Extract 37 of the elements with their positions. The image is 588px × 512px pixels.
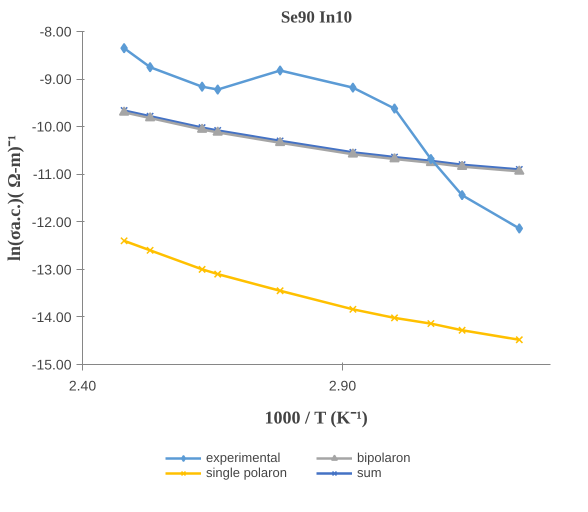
y-tick-label: -10.00 (32, 118, 72, 135)
point (390, 314, 398, 322)
legend-label: sum (357, 465, 383, 480)
point (146, 62, 154, 72)
y-tick-label: -9.00 (40, 71, 72, 88)
point (458, 326, 466, 334)
legend-label: experimental (206, 450, 282, 465)
y-tick-label: -8.00 (40, 24, 72, 40)
point (426, 320, 435, 328)
point (276, 286, 284, 295)
legend-label: single polaron (206, 465, 288, 480)
point (198, 265, 206, 274)
point (276, 65, 284, 76)
point (515, 336, 524, 344)
y-axis-title: ln(σa.c.)( Ω-m)⁻¹ (4, 134, 24, 262)
y-tick-label: -12.00 (32, 214, 72, 230)
y-tick-label: -11.00 (32, 166, 72, 182)
y-tick-label: -13.00 (32, 261, 72, 278)
point (516, 223, 524, 234)
point (214, 270, 222, 278)
point (214, 84, 222, 95)
point (120, 42, 128, 54)
x-tick-label: 2.90 (328, 378, 356, 394)
x-tick-label: 2.40 (68, 378, 96, 394)
point (349, 82, 357, 93)
y-tick-label: -15.00 (32, 356, 72, 372)
point (348, 305, 357, 314)
point (427, 154, 435, 164)
point (120, 236, 128, 245)
x-axis-title: 1000 / T (K⁻¹) (264, 408, 368, 428)
chart-title: Se90 In10 (280, 8, 352, 26)
legend-label: bipolaron (357, 450, 412, 465)
y-tick-label: -14.00 (32, 308, 72, 325)
point (198, 81, 206, 92)
point (146, 246, 154, 254)
point (390, 103, 398, 114)
point (458, 190, 466, 200)
